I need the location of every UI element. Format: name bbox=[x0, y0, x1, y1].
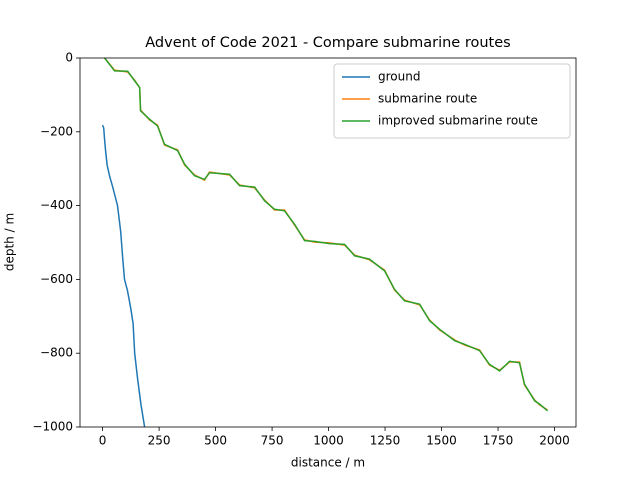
x-tick-label: 0 bbox=[99, 434, 107, 448]
legend-box bbox=[333, 63, 571, 139]
series-line bbox=[101, 124, 146, 427]
y-tick-label: 0 bbox=[65, 51, 73, 65]
x-tick-label: 250 bbox=[148, 434, 171, 448]
legend-label: improved submarine route bbox=[378, 114, 538, 128]
y-axis-label: depth / m bbox=[3, 213, 17, 271]
x-tick-label: 750 bbox=[261, 434, 284, 448]
y-tick-label: −400 bbox=[40, 198, 73, 212]
y-tick-label: −800 bbox=[40, 346, 73, 360]
y-tick-label: −1000 bbox=[32, 420, 73, 434]
legend-label: ground bbox=[378, 70, 420, 84]
y-tick-label: −200 bbox=[40, 124, 73, 138]
legend-label: submarine route bbox=[378, 92, 477, 106]
x-tick-label: 1750 bbox=[483, 434, 514, 448]
y-tick-label: −600 bbox=[40, 272, 73, 286]
x-axis-label: distance / m bbox=[291, 456, 365, 470]
chart-title: Advent of Code 2021 - Compare submarine … bbox=[145, 35, 510, 51]
x-tick-label: 1000 bbox=[313, 434, 344, 448]
x-tick-label: 1250 bbox=[370, 434, 401, 448]
x-tick-label: 500 bbox=[204, 434, 227, 448]
series-line bbox=[104, 58, 549, 412]
x-tick-label: 1500 bbox=[426, 434, 457, 448]
x-tick-label: 2000 bbox=[539, 434, 570, 448]
plot-frame bbox=[79, 57, 577, 428]
